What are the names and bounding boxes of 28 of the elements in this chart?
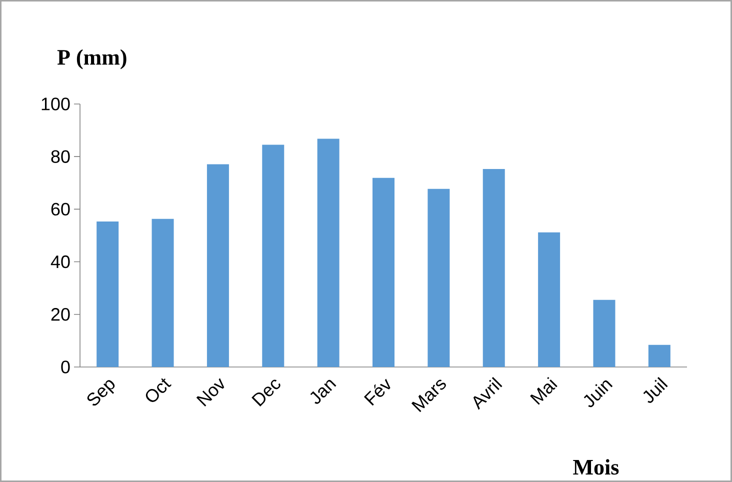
- bar: [538, 232, 560, 367]
- bar: [372, 178, 395, 367]
- bar: [262, 144, 284, 367]
- bar: [428, 188, 450, 367]
- x-tick-label: Juin: [584, 380, 613, 408]
- bar: [593, 300, 616, 367]
- y-tick-label: 20: [51, 308, 70, 321]
- y-tick-label: 100: [42, 98, 70, 110]
- bar: [206, 164, 229, 367]
- bar: [317, 138, 340, 367]
- bar: [648, 344, 670, 367]
- x-tick-label: Oct: [146, 378, 172, 402]
- x-tick-label: Nov: [196, 378, 224, 406]
- y-tick-label: 0: [61, 360, 70, 374]
- x-tick-label: Sep: [87, 380, 115, 406]
- x-tick-label: Mai: [530, 376, 558, 405]
- y-tick-label: 60: [51, 202, 70, 216]
- x-axis-title: Mois: [573, 459, 619, 475]
- x-tick-label: Juil: [643, 376, 668, 403]
- y-tick-label: 80: [51, 150, 70, 163]
- y-axis-title: P (mm): [57, 49, 126, 70]
- bar: [96, 222, 119, 367]
- bar: [152, 218, 174, 367]
- x-tick-label: Dec: [252, 380, 280, 406]
- bar: [482, 168, 505, 367]
- x-tick-label: Jan: [310, 380, 336, 404]
- y-tick-label: 40: [50, 255, 70, 268]
- x-tick-label: Fév: [364, 378, 390, 406]
